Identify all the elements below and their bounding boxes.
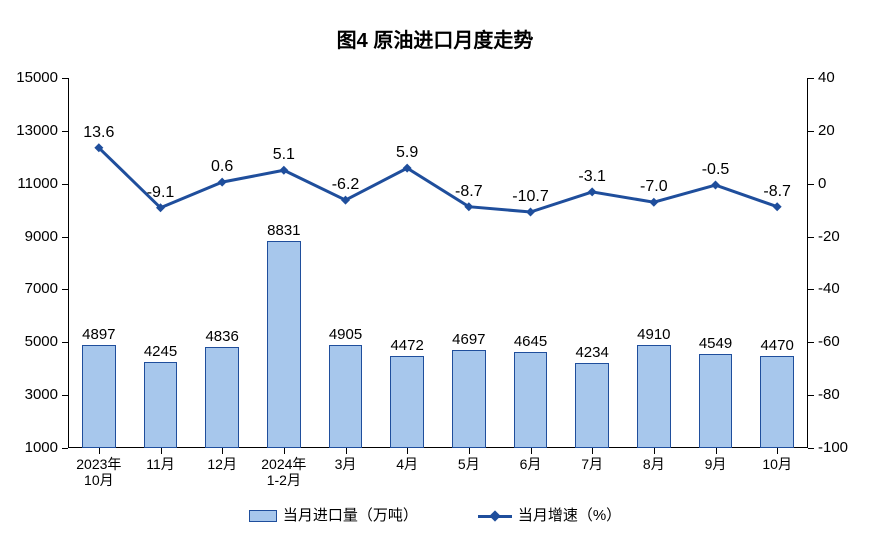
bar-value-label: 8831: [267, 222, 300, 239]
x-tick-label: 2023年10月: [76, 456, 121, 488]
x-tick-label: 10月: [762, 456, 792, 472]
bar-value-label: 4836: [205, 328, 238, 345]
y-right-tick-label: -40: [818, 280, 840, 297]
bar-value-label: 4697: [452, 331, 485, 348]
bar-value-label: 4549: [699, 335, 732, 352]
y-right-tick-label: -100: [818, 439, 848, 456]
bar-value-label: 4470: [760, 337, 793, 354]
y-right-tick-label: 40: [818, 69, 835, 86]
chart-title: 图4 原油进口月度走势: [0, 24, 870, 53]
chart-container: 图4 原油进口月度走势 当月进口量（万吨） 当月增速（%） 1000 3000 500…: [0, 0, 870, 542]
legend-bar-swatch: [249, 510, 277, 522]
line-value-label: -7.0: [640, 178, 668, 196]
line-value-label: -6.2: [332, 176, 360, 194]
y-left-tick-label: 7000: [0, 280, 58, 297]
x-tick-label: 6月: [520, 456, 542, 472]
x-tick-label: 11月: [146, 456, 175, 472]
y-left-tick-label: 11000: [0, 175, 58, 192]
bar-value-label: 4472: [390, 337, 423, 354]
legend-item-bar: 当月进口量（万吨）: [249, 504, 418, 525]
legend: 当月进口量（万吨） 当月增速（%）: [0, 504, 870, 525]
line-value-label: -0.5: [702, 161, 730, 179]
y-right-tick-label: -20: [818, 228, 840, 245]
x-tick-label: 2024年1-2月: [261, 456, 306, 488]
legend-item-line: 当月增速（%）: [478, 504, 621, 525]
plot-area: [68, 78, 808, 448]
y-right-tick-label: -80: [818, 386, 840, 403]
line-value-label: 0.6: [211, 158, 233, 176]
line-value-label: -8.7: [763, 183, 791, 201]
line-value-label: -3.1: [578, 168, 606, 186]
bar-value-label: 4910: [637, 326, 670, 343]
y-left-tick-label: 13000: [0, 122, 58, 139]
y-left-tick-label: 15000: [0, 69, 58, 86]
y-right-tick-label: 0: [818, 175, 826, 192]
y-left-tick-label: 5000: [0, 333, 58, 350]
x-tick-label: 7月: [581, 456, 603, 472]
line-value-label: 5.1: [273, 146, 295, 164]
line-value-label: -10.7: [512, 188, 548, 206]
line-value-label: 5.9: [396, 144, 418, 162]
y-right-tick-label: -60: [818, 333, 840, 350]
x-tick-label: 4月: [396, 456, 418, 472]
y-left-tick-label: 3000: [0, 386, 58, 403]
bar-value-label: 4645: [514, 333, 547, 350]
line-value-label: -8.7: [455, 183, 483, 201]
x-tick-label: 5月: [458, 456, 480, 472]
bar-value-label: 4905: [329, 326, 362, 343]
line-value-label: -9.1: [147, 184, 175, 202]
x-tick-label: 9月: [705, 456, 727, 472]
y-right-tick-label: 20: [818, 122, 835, 139]
legend-bar-label: 当月进口量（万吨）: [283, 507, 418, 524]
bar-value-label: 4245: [144, 343, 177, 360]
x-tick-label: 12月: [207, 456, 237, 472]
legend-line-label: 当月增速（%）: [518, 507, 621, 524]
legend-line-swatch: [478, 510, 512, 522]
y-left-tick-label: 1000: [0, 439, 58, 456]
bar-value-label: 4897: [82, 326, 115, 343]
bar-value-label: 4234: [575, 344, 608, 361]
y-left-tick-label: 9000: [0, 228, 58, 245]
line-value-label: 13.6: [83, 124, 114, 142]
line-series: [68, 78, 808, 448]
x-tick-label: 8月: [643, 456, 665, 472]
x-tick-label: 3月: [335, 456, 357, 472]
